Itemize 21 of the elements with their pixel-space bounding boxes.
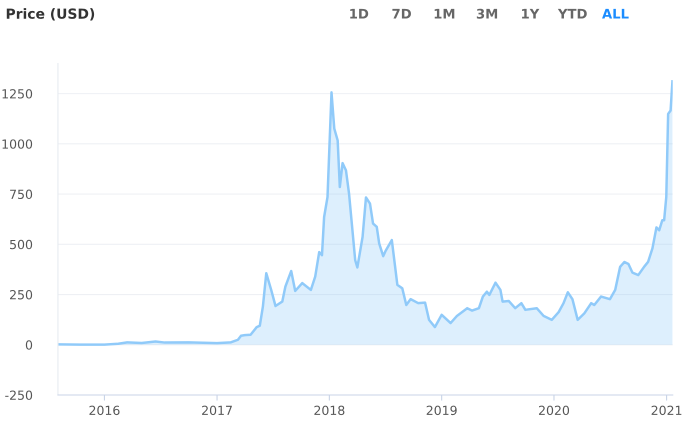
text: 1Y	[522, 8, 540, 19]
x-tick-label: 2020	[538, 406, 570, 416]
x-tick-label: 2016	[89, 406, 120, 416]
y-axis-title: Price (USD)	[6, 8, 94, 21]
text: 1M	[434, 8, 454, 19]
x-tick-label: 2019	[426, 406, 457, 416]
text: 7D	[392, 8, 411, 19]
y-tick-label: 0	[26, 340, 32, 350]
x-tick-label: 2021	[652, 406, 682, 416]
y-tick-label: 1000	[2, 139, 32, 149]
y-tick-label: 1250	[2, 89, 32, 99]
text: 3M	[476, 8, 498, 19]
text: YTD	[558, 8, 587, 19]
text: ALL	[602, 8, 629, 19]
text: 1D	[350, 8, 368, 19]
y-tick-label: 250	[10, 290, 32, 300]
x-tick-label: 2018	[314, 406, 344, 416]
x-tick-label: 2017	[202, 406, 232, 416]
y-tick-label: 750	[10, 190, 32, 200]
y-tick-label: 500	[10, 240, 32, 250]
y-tick-label: -250	[5, 390, 32, 400]
